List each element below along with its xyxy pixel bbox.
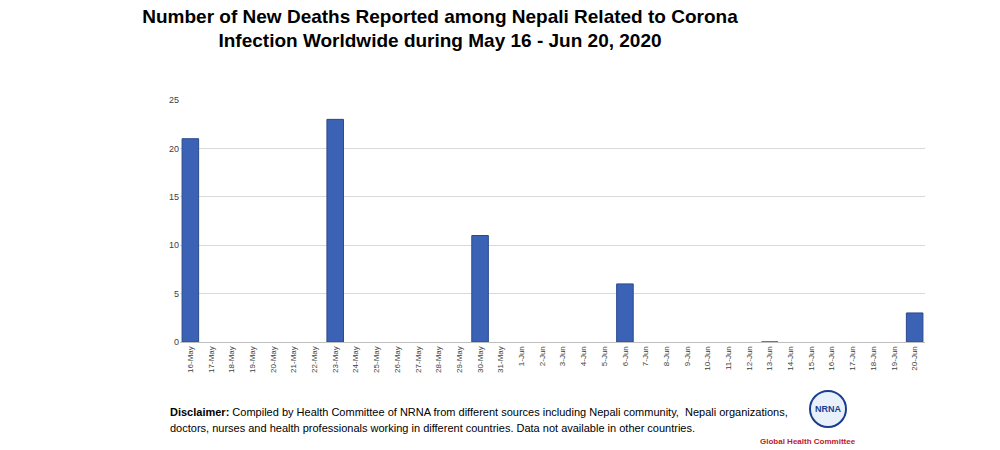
svg-text:10-Jun: 10-Jun — [703, 346, 712, 370]
svg-text:28-May: 28-May — [434, 346, 443, 373]
svg-text:0: 0 — [174, 337, 179, 347]
svg-text:Global Health Committee: Global Health Committee — [760, 437, 856, 446]
svg-text:21-May: 21-May — [289, 346, 298, 373]
svg-text:1-Jun: 1-Jun — [517, 346, 526, 366]
svg-text:25-May: 25-May — [372, 346, 381, 373]
svg-text:7-Jun: 7-Jun — [641, 346, 650, 366]
svg-text:17-May: 17-May — [207, 346, 216, 373]
svg-text:3-Jun: 3-Jun — [558, 346, 567, 366]
svg-text:8-Jun: 8-Jun — [662, 346, 671, 366]
svg-text:16-Jun: 16-Jun — [827, 346, 836, 370]
svg-text:Disclaimer: Compiled by Health: Disclaimer: Compiled by Health Committee… — [170, 406, 788, 418]
svg-text:15-Jun: 15-Jun — [807, 346, 816, 370]
svg-text:20-May: 20-May — [269, 346, 278, 373]
svg-text:15: 15 — [169, 192, 179, 202]
svg-text:26-May: 26-May — [393, 346, 402, 373]
svg-text:4-Jun: 4-Jun — [579, 346, 588, 366]
svg-text:5: 5 — [174, 289, 179, 299]
svg-text:10: 10 — [169, 240, 179, 250]
svg-text:19-May: 19-May — [248, 346, 257, 373]
svg-text:27-May: 27-May — [414, 346, 423, 373]
svg-text:30-May: 30-May — [476, 346, 485, 373]
svg-text:16-May: 16-May — [186, 346, 195, 373]
svg-text:14-Jun: 14-Jun — [786, 346, 795, 370]
svg-text:12-Jun: 12-Jun — [745, 346, 754, 370]
svg-text:22-May: 22-May — [310, 346, 319, 373]
svg-text:29-May: 29-May — [455, 346, 464, 373]
svg-text:11-Jun: 11-Jun — [724, 346, 733, 370]
svg-text:23-May: 23-May — [331, 346, 340, 373]
svg-text:doctors, nurses and health pro: doctors, nurses and health professionals… — [170, 422, 695, 434]
svg-text:31-May: 31-May — [496, 346, 505, 373]
svg-text:5-Jun: 5-Jun — [600, 346, 609, 366]
svg-text:18-May: 18-May — [227, 346, 236, 373]
svg-text:24-May: 24-May — [352, 346, 361, 373]
svg-text:19-Jun: 19-Jun — [890, 346, 899, 370]
svg-text:2-Jun: 2-Jun — [538, 346, 547, 366]
svg-text:9-Jun: 9-Jun — [683, 346, 692, 366]
svg-text:18-Jun: 18-Jun — [869, 346, 878, 370]
svg-text:17-Jun: 17-Jun — [848, 346, 857, 370]
svg-text:6-Jun: 6-Jun — [621, 346, 630, 366]
svg-text:20-Jun: 20-Jun — [910, 346, 919, 370]
svg-text:NRNA: NRNA — [815, 404, 841, 414]
svg-text:20: 20 — [169, 144, 179, 154]
svg-text:Number of New Deaths Reported: Number of New Deaths Reported among Nepa… — [142, 6, 738, 52]
svg-text:13-Jun: 13-Jun — [765, 346, 774, 370]
svg-text:25: 25 — [169, 95, 179, 105]
